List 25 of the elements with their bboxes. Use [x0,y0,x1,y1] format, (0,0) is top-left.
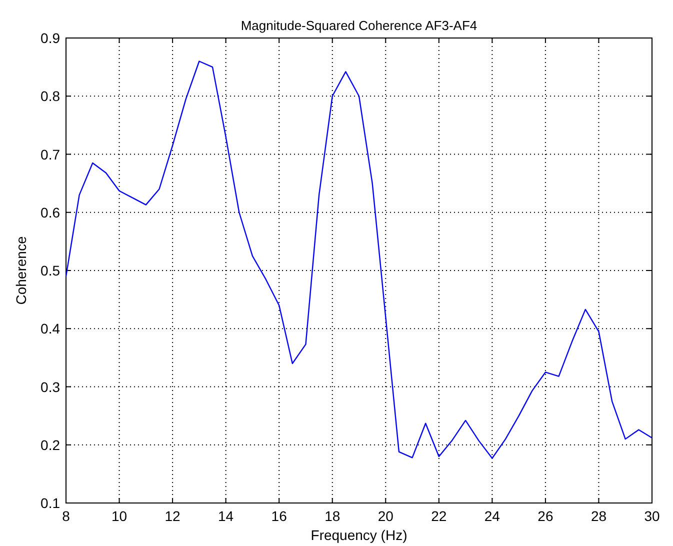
x-tick-label: 22 [431,508,447,524]
y-tick-label: 0.9 [40,30,60,46]
y-tick-label: 0.5 [40,262,60,278]
x-tick-label: 12 [164,508,181,524]
y-tick-label: 0.7 [40,146,60,162]
x-tick-label: 28 [590,508,607,524]
x-tick-label: 20 [378,508,394,524]
x-tick-label: 24 [484,508,500,524]
x-tick-label: 8 [62,508,70,524]
y-tick-label: 0.4 [40,320,60,337]
x-tick-label: 18 [324,508,340,524]
y-tick-label: 0.3 [40,378,60,395]
y-axis-title: Coherence [13,236,29,305]
x-tick-label: 10 [111,508,128,524]
line-series [65,60,653,459]
y-tick-label: 0.2 [40,436,60,453]
x-tick-label: 30 [644,508,660,524]
x-axis-title: Frequency (Hz) [310,527,408,543]
y-tick-label: 0.1 [40,495,60,511]
y-tick-label: 0.8 [40,88,60,104]
x-tick-label: 14 [218,508,234,524]
x-tick-label: 26 [538,508,554,524]
x-tick-label: 16 [271,508,288,524]
chart-title: Magnitude-Squared Coherence AF3-AF4 [240,18,478,33]
y-tick-label: 0.6 [40,204,60,220]
